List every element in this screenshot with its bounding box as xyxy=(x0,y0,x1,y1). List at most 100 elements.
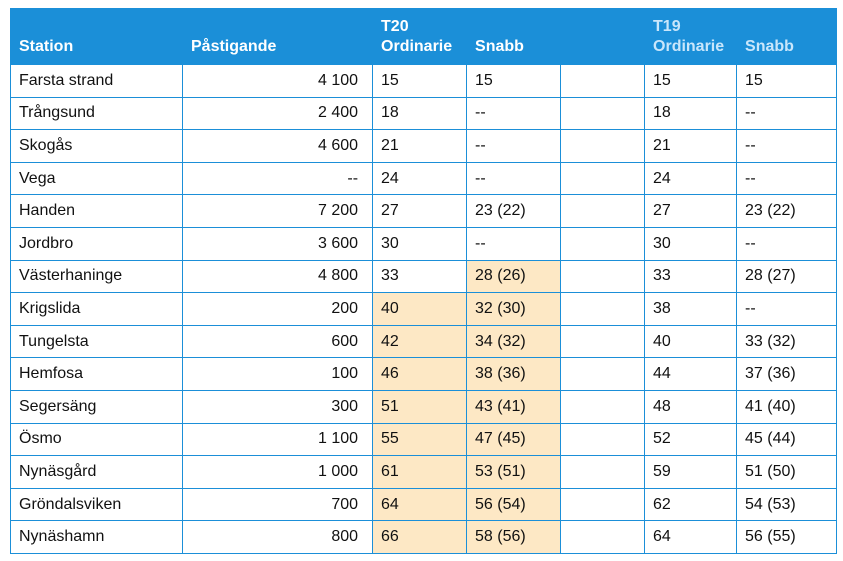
station-cell: Hemfosa xyxy=(10,357,183,391)
table-row: Segersäng 300 51 43 (41) 48 41 (40) xyxy=(10,390,838,424)
table-row: Nynäshamn 800 66 58 (56) 64 56 (55) xyxy=(10,520,838,554)
column-spacer xyxy=(560,357,646,391)
t19-snabb-cell: -- xyxy=(736,292,838,326)
t19-snabb-cell: 41 (40) xyxy=(736,390,838,424)
t19-ordinarie-cell: 18 xyxy=(644,97,738,131)
boarding-cell: 1 000 xyxy=(181,455,374,489)
t20-ordinarie-cell: 42 xyxy=(372,325,468,359)
t19-snabb-cell: 23 (22) xyxy=(736,194,838,228)
header-t19-snabb-label: Snabb xyxy=(745,38,794,55)
t19-ordinarie-cell: 15 xyxy=(644,65,738,98)
t20-snabb-cell: 56 (54) xyxy=(466,488,562,522)
t20-ordinarie-cell: 18 xyxy=(372,97,468,131)
station-cell: Segersäng xyxy=(10,390,183,424)
header-spacer xyxy=(560,8,646,65)
station-cell: Handen xyxy=(10,194,183,228)
station-cell: Västerhaninge xyxy=(10,260,183,294)
t20-ordinarie-cell: 66 xyxy=(372,520,468,554)
boarding-cell: 4 100 xyxy=(181,65,374,98)
table-row: Gröndalsviken 700 64 56 (54) 62 54 (53) xyxy=(10,488,838,522)
header-t19-ordinarie: T19 Ordinarie xyxy=(644,8,738,65)
t19-ordinarie-cell: 33 xyxy=(644,260,738,294)
station-cell: Gröndalsviken xyxy=(10,488,183,522)
column-spacer xyxy=(560,194,646,228)
table-row: Handen 7 200 27 23 (22) 27 23 (22) xyxy=(10,194,838,228)
t19-snabb-cell: -- xyxy=(736,129,838,163)
t20-snabb-cell: 38 (36) xyxy=(466,357,562,391)
t19-ordinarie-cell: 21 xyxy=(644,129,738,163)
boarding-cell: 7 200 xyxy=(181,194,374,228)
t19-snabb-cell: 28 (27) xyxy=(736,260,838,294)
station-timetable: Station Påstigande T20 Ordinarie Snabb T… xyxy=(10,8,838,554)
header-t20-ordinarie-label: Ordinarie xyxy=(381,38,453,55)
station-cell: Tungelsta xyxy=(10,325,183,359)
t20-ordinarie-cell: 27 xyxy=(372,194,468,228)
t20-ordinarie-cell: 51 xyxy=(372,390,468,424)
station-cell: Farsta strand xyxy=(10,65,183,98)
t19-snabb-cell: 15 xyxy=(736,65,838,98)
table-row: Farsta strand 4 100 15 15 15 15 xyxy=(10,65,838,98)
column-spacer xyxy=(560,455,646,489)
table-row: Ösmo 1 100 55 47 (45) 52 45 (44) xyxy=(10,423,838,457)
boarding-cell: 300 xyxy=(181,390,374,424)
t20-snabb-cell: 53 (51) xyxy=(466,455,562,489)
station-cell: Jordbro xyxy=(10,227,183,261)
header-station: Station xyxy=(10,8,183,65)
t20-snabb-cell: 34 (32) xyxy=(466,325,562,359)
boarding-cell: 2 400 xyxy=(181,97,374,131)
t19-ordinarie-cell: 59 xyxy=(644,455,738,489)
t19-ordinarie-cell: 38 xyxy=(644,292,738,326)
station-cell: Nynäsgård xyxy=(10,455,183,489)
header-t20-ordinarie: T20 Ordinarie xyxy=(372,8,468,65)
boarding-cell: 4 800 xyxy=(181,260,374,294)
t20-snabb-cell: -- xyxy=(466,162,562,196)
boarding-cell: 700 xyxy=(181,488,374,522)
table-row: Västerhaninge 4 800 33 28 (26) 33 28 (27) xyxy=(10,260,838,294)
header-t20: T20 xyxy=(381,18,409,35)
t20-ordinarie-cell: 24 xyxy=(372,162,468,196)
t20-ordinarie-cell: 64 xyxy=(372,488,468,522)
timetable-document: Station Påstigande T20 Ordinarie Snabb T… xyxy=(10,8,838,554)
t20-ordinarie-cell: 30 xyxy=(372,227,468,261)
station-cell: Nynäshamn xyxy=(10,520,183,554)
table-row: Skogås 4 600 21 -- 21 -- xyxy=(10,129,838,163)
column-spacer xyxy=(560,260,646,294)
t19-snabb-cell: -- xyxy=(736,97,838,131)
t20-snabb-cell: -- xyxy=(466,97,562,131)
header-t19-ordinarie-label: Ordinarie xyxy=(653,38,725,55)
t19-ordinarie-cell: 64 xyxy=(644,520,738,554)
station-cell: Ösmo xyxy=(10,423,183,457)
header-t19-snabb: Snabb xyxy=(736,8,838,65)
t20-snabb-cell: 43 (41) xyxy=(466,390,562,424)
t19-snabb-cell: 56 (55) xyxy=(736,520,838,554)
t19-ordinarie-cell: 62 xyxy=(644,488,738,522)
boarding-cell: 800 xyxy=(181,520,374,554)
column-spacer xyxy=(560,97,646,131)
t20-ordinarie-cell: 15 xyxy=(372,65,468,98)
t20-ordinarie-cell: 55 xyxy=(372,423,468,457)
station-cell: Krigslida xyxy=(10,292,183,326)
table-row: Trångsund 2 400 18 -- 18 -- xyxy=(10,97,838,131)
boarding-cell: 100 xyxy=(181,357,374,391)
header-t19: T19 xyxy=(653,18,681,35)
column-spacer xyxy=(560,292,646,326)
t19-snabb-cell: -- xyxy=(736,162,838,196)
t20-snabb-cell: 58 (56) xyxy=(466,520,562,554)
column-spacer xyxy=(560,129,646,163)
boarding-cell: 3 600 xyxy=(181,227,374,261)
table-row: Vega -- 24 -- 24 -- xyxy=(10,162,838,196)
t20-snabb-cell: 23 (22) xyxy=(466,194,562,228)
t20-ordinarie-cell: 46 xyxy=(372,357,468,391)
table-row: Krigslida 200 40 32 (30) 38 -- xyxy=(10,292,838,326)
column-spacer xyxy=(560,488,646,522)
t20-ordinarie-cell: 33 xyxy=(372,260,468,294)
t19-snabb-cell: 37 (36) xyxy=(736,357,838,391)
boarding-cell: 1 100 xyxy=(181,423,374,457)
station-cell: Trångsund xyxy=(10,97,183,131)
t20-snabb-cell: -- xyxy=(466,227,562,261)
column-spacer xyxy=(560,65,646,98)
t19-ordinarie-cell: 27 xyxy=(644,194,738,228)
t19-ordinarie-cell: 40 xyxy=(644,325,738,359)
t20-ordinarie-cell: 61 xyxy=(372,455,468,489)
t19-snabb-cell: 54 (53) xyxy=(736,488,838,522)
